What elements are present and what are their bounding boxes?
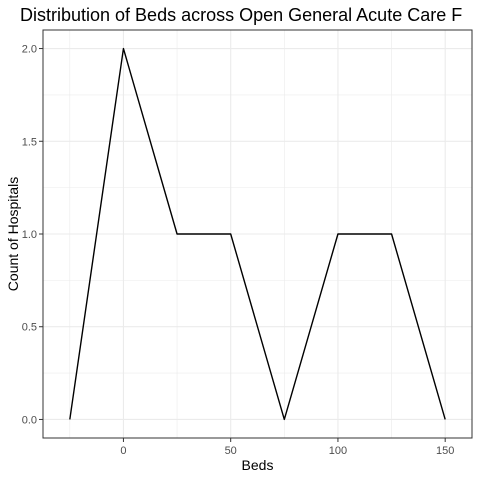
y-tick-label: 0.0 bbox=[22, 414, 37, 426]
x-tick-label: 50 bbox=[225, 445, 237, 457]
y-axis: 0.0 0.5 1.0 1.5 2.0 bbox=[22, 44, 43, 426]
grid-major bbox=[43, 30, 472, 438]
x-axis: 0 50 100 150 bbox=[120, 438, 454, 457]
y-tick-label: 1.5 bbox=[22, 136, 37, 148]
chart-title: Distribution of Beds across Open General… bbox=[20, 5, 462, 25]
y-tick-label: 2.0 bbox=[22, 44, 37, 56]
y-axis-title: Count of Hospitals bbox=[5, 177, 21, 291]
data-layer bbox=[69, 47, 446, 421]
y-tick-label: 0.5 bbox=[22, 322, 37, 334]
x-axis-title: Beds bbox=[242, 457, 274, 473]
x-tick-label: 150 bbox=[436, 445, 454, 457]
data-series-line bbox=[69, 47, 446, 421]
x-tick-label: 100 bbox=[329, 445, 347, 457]
y-tick-label: 1.0 bbox=[22, 229, 37, 241]
x-tick-label: 0 bbox=[120, 445, 126, 457]
